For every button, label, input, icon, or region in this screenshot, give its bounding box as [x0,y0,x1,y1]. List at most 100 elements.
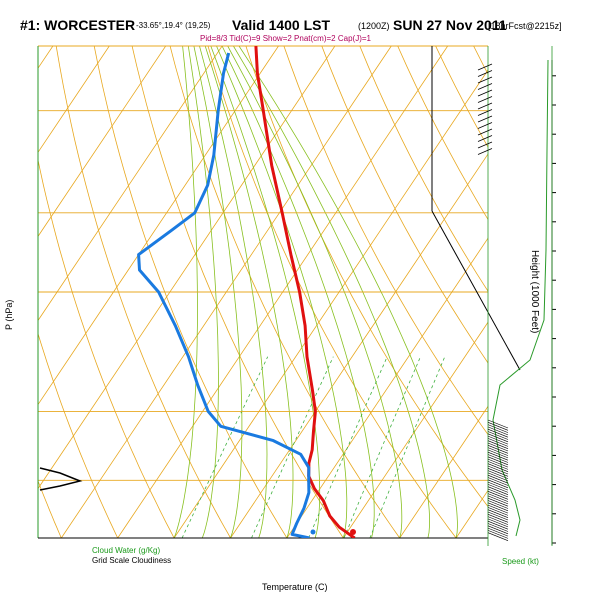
wind-barb [487,474,509,484]
cloud-fraction-label: Grid Scale Cloudiness [92,556,171,565]
dry-adiabat-line [55,46,231,538]
wind-barb [477,76,493,84]
dry-adiabat-line [38,158,175,538]
wind-barb [487,428,509,438]
wind-barb [487,479,509,489]
mixing-ratio-line [369,356,446,538]
wind-barb [487,525,509,535]
wind-barb [487,527,509,537]
wind-barb [487,493,509,502]
dry-adiabat-line [321,46,488,364]
dry-adiabat-line [169,46,401,538]
dry-adiabat-line [207,46,457,538]
wind-barb [487,518,509,528]
height-axis-label: Height (1000 Feet) [529,250,540,333]
wind-barb [487,445,509,454]
wind-barb [487,477,509,486]
wind-barb [477,115,493,123]
moist-adiabat-line [210,46,321,538]
wind-barb [487,486,509,495]
temperature-line [254,46,356,538]
wind-barb [487,495,509,505]
wind-barb [487,520,509,530]
wind-barb [487,500,509,509]
wind-barb [477,141,493,149]
wind-barb [487,497,509,507]
wind-barb [487,468,509,477]
moist-adiabat-line [216,46,348,538]
moist-adiabat-line [173,46,198,538]
wind-barb [487,438,509,447]
wind-barb [487,449,509,459]
wind-barb [487,424,509,433]
skewed-frame [431,210,521,371]
moist-adiabat-line [199,46,268,538]
isotherm-line [38,46,167,238]
dewpoint-line [137,52,311,538]
wind-barb [477,96,493,103]
station-title: #1: WORCESTER [20,17,135,33]
wind-barb [477,135,493,142]
wind-barb [487,451,509,461]
mixing-ratio-line [251,356,334,538]
wind-barb [487,516,509,525]
series-layer [137,46,356,538]
station-coords: -33.65°,19.4° (19,25) [136,21,211,30]
x-axis-label: Temperature (C) [262,582,328,592]
wind-barb [487,419,509,429]
moist-adiabat-line [238,46,458,538]
dry-adiabat-line [93,46,288,538]
wind-barb [477,122,493,129]
wind-barb [487,422,509,431]
run-time: (1200Z) [358,21,390,31]
y-axis-label: P (hPa) [4,300,14,330]
wind-barb [487,484,509,493]
cloudiness-profile [39,467,83,491]
wind-barb [487,431,509,440]
dry-adiabat-line [397,46,488,221]
wind-barb [487,532,509,541]
valid-time: Valid 1400 LST [232,17,330,33]
moist-adiabat-line [193,46,243,538]
mixing-ratio-line [343,356,421,538]
wind-barb [487,463,509,472]
wind-barb [487,514,509,523]
wind-barb [477,148,493,155]
mixing-ratio-line [308,356,388,538]
dry-adiabat-line [283,46,488,436]
wind-barbs [477,63,509,541]
cloud-water-label: Cloud Water (g/Kg) [92,546,161,555]
isotherm-line [38,46,110,154]
wind-barb [477,83,493,90]
moist-adiabat-line [204,46,294,538]
surface-temperature-marker [350,529,356,535]
dry-adiabat-line [38,332,119,538]
wind-barb [477,70,493,77]
wind-barb [487,488,509,498]
wind-barb [487,504,509,514]
wind-barb [477,89,493,97]
wind-barb [487,509,509,518]
isotherm-line [399,405,488,538]
wind-speed-profile [492,59,549,537]
wind-barb [487,435,509,445]
wind-barb [487,491,509,500]
wind-barb [487,523,509,532]
dry-adiabat-line [38,479,62,538]
plot-area [37,45,556,546]
wind-barb [487,472,509,482]
wind-barb [477,63,493,71]
stability-subtitle: Pid=8/3 Tid(C)=9 Show=2 Pnat(cm)=2 Cap(J… [200,34,372,43]
wind-barb [487,507,509,516]
wind-barb [477,102,493,110]
wind-barb [487,465,509,475]
wind-barb [487,426,509,436]
dry-adiabat-line [131,46,344,538]
moist-adiabat-line [187,46,219,538]
wind-barb [487,458,509,468]
wind-barb [487,502,509,512]
dry-adiabat-line [359,46,488,292]
valid-date: SUN 27 Nov 2011 [393,17,507,33]
wind-axis-label: Speed (kt) [502,557,539,566]
moist-adiabat-line [233,46,431,538]
